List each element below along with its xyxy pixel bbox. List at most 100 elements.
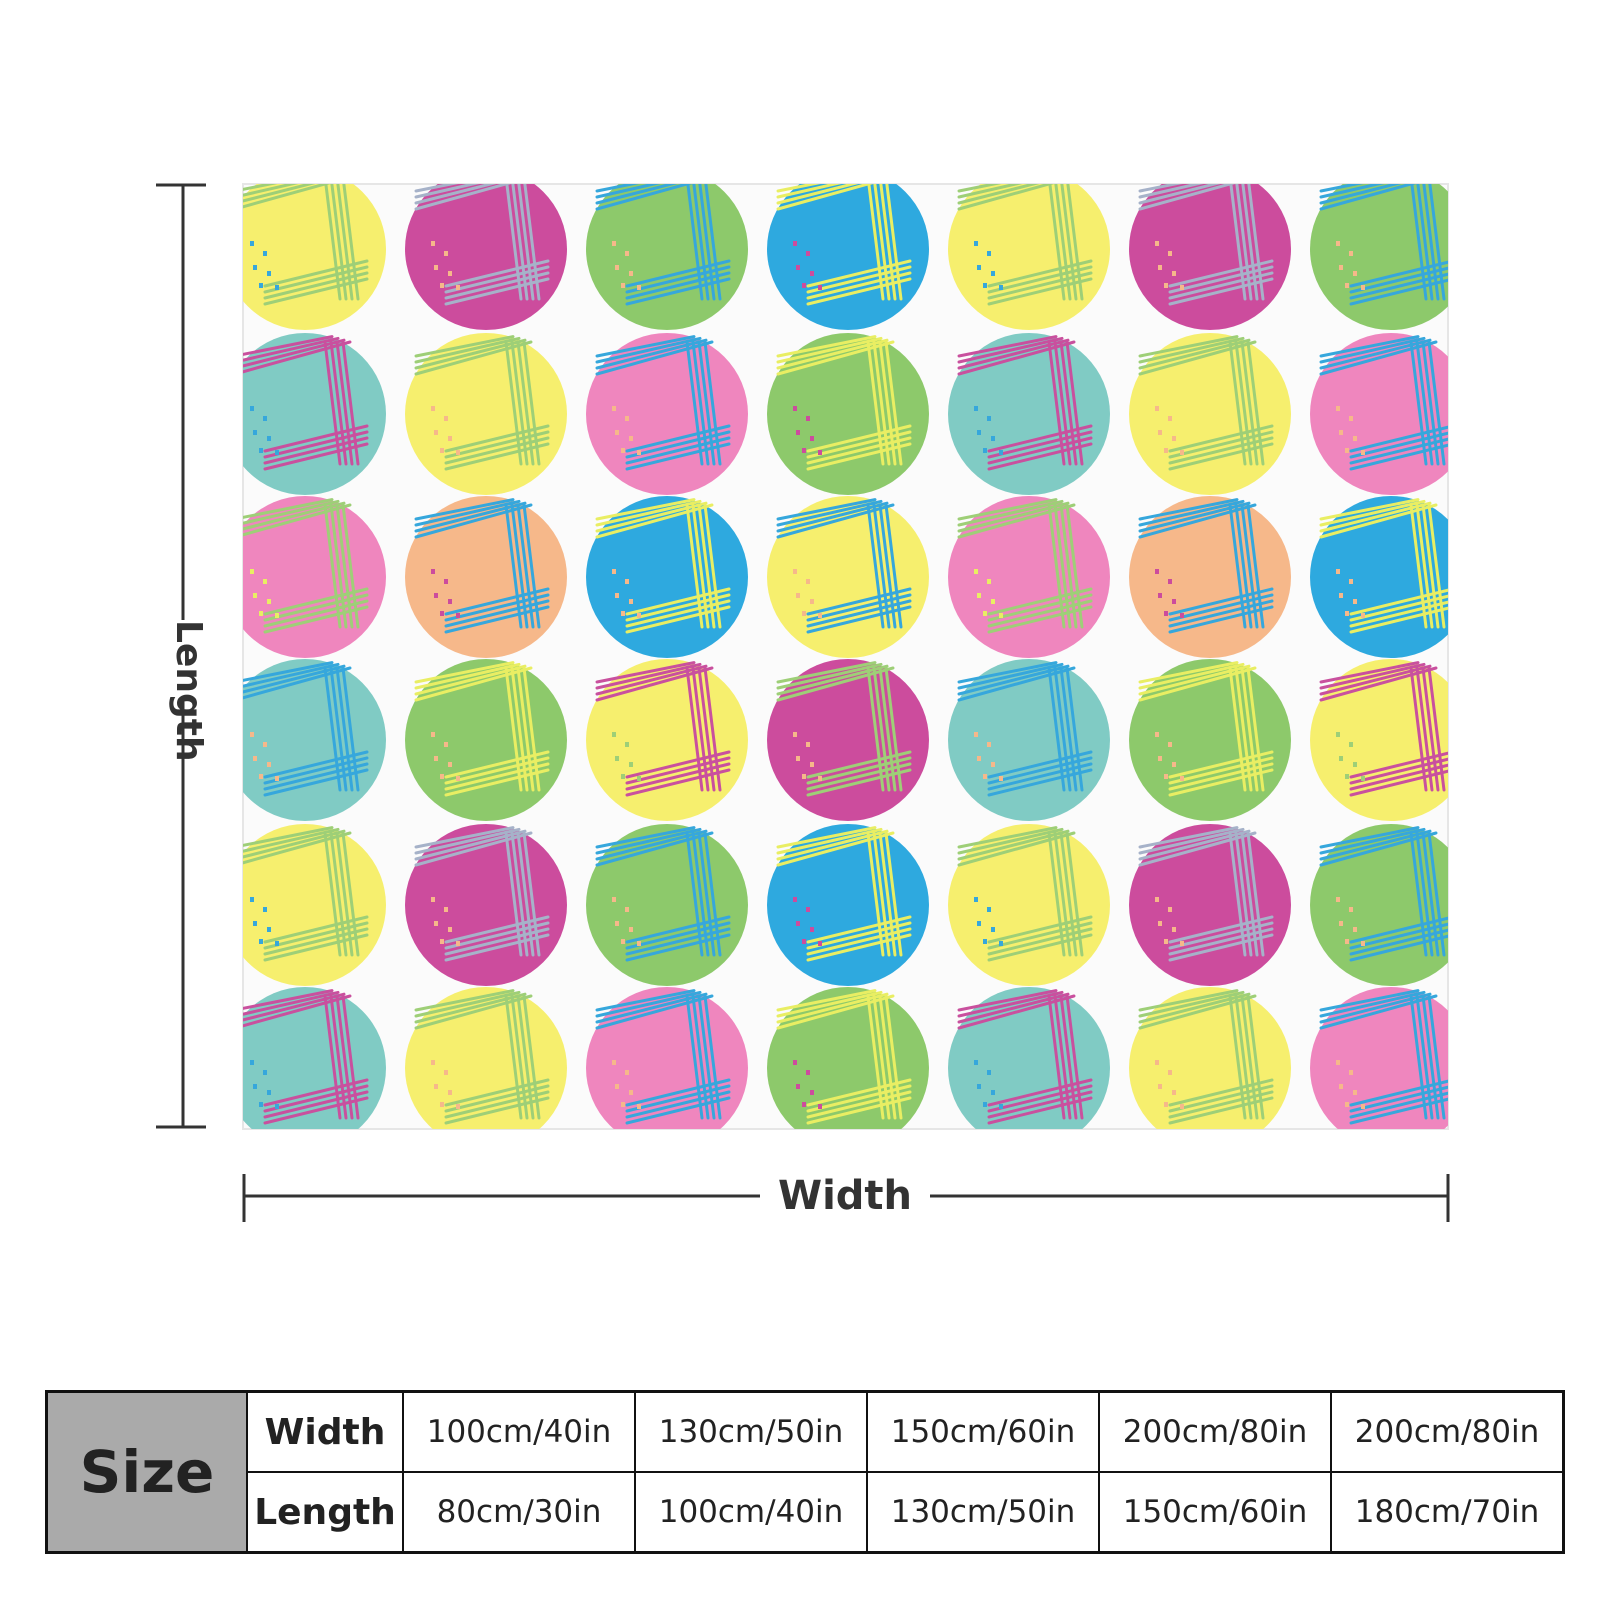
pattern-dot bbox=[767, 824, 929, 986]
confetti-mark bbox=[434, 756, 438, 761]
hatch-line bbox=[884, 666, 903, 792]
confetti-mark bbox=[1361, 776, 1365, 781]
hatch-line bbox=[1047, 994, 1066, 1120]
confetti-mark bbox=[796, 593, 800, 598]
hatch-line bbox=[1319, 184, 1402, 205]
hatch-line bbox=[595, 990, 702, 1018]
hatch-line bbox=[263, 756, 369, 785]
dot-circle bbox=[948, 333, 1110, 495]
confetti-mark bbox=[977, 756, 981, 761]
confetti-mark bbox=[974, 406, 978, 411]
confetti-mark bbox=[983, 1102, 987, 1107]
confetti-mark bbox=[818, 285, 822, 290]
confetti-mark bbox=[615, 1084, 619, 1089]
hatch-line bbox=[806, 1084, 912, 1113]
dot-crosshatch bbox=[243, 826, 369, 962]
hatch-line bbox=[1427, 666, 1446, 792]
dot-crosshatch bbox=[595, 826, 731, 962]
confetti-mark bbox=[629, 436, 633, 441]
hatch-line bbox=[1319, 184, 1385, 199]
hatch-line bbox=[522, 666, 541, 792]
confetti-mark bbox=[987, 742, 991, 747]
hatch-line bbox=[1059, 994, 1078, 1120]
width-value: 200cm/80in bbox=[1330, 1390, 1565, 1473]
dot-circle bbox=[767, 184, 929, 330]
hatch-line bbox=[1349, 594, 1448, 622]
dot-crosshatch bbox=[957, 335, 1093, 471]
hatch-line bbox=[504, 831, 523, 957]
hatch-line bbox=[243, 184, 316, 203]
hatch-line bbox=[776, 664, 889, 696]
confetti-mark bbox=[259, 939, 263, 944]
confetti-mark bbox=[615, 593, 619, 598]
dot-circle bbox=[586, 333, 748, 495]
confetti-mark bbox=[440, 774, 444, 779]
hatch-line bbox=[243, 992, 346, 1022]
confetti-mark bbox=[625, 742, 629, 747]
confetti-mark bbox=[250, 732, 254, 737]
hatch-line bbox=[987, 756, 1093, 785]
hatch-line bbox=[263, 430, 369, 459]
dot-circle bbox=[767, 824, 929, 986]
dot-circle bbox=[243, 496, 386, 658]
hatch-line bbox=[806, 587, 912, 616]
confetti-mark bbox=[267, 436, 271, 441]
dot-circle bbox=[1310, 496, 1448, 658]
confetti-mark bbox=[1155, 241, 1159, 246]
confetti-mark bbox=[991, 762, 995, 767]
confetti-mark bbox=[253, 1084, 257, 1089]
dot-crosshatch bbox=[595, 184, 731, 306]
hatch-line bbox=[1048, 184, 1066, 301]
hatch-line bbox=[1138, 827, 1245, 855]
confetti-mark bbox=[1339, 265, 1343, 270]
pattern-dot bbox=[948, 333, 1110, 495]
hatch-line bbox=[595, 662, 702, 690]
hatch-line bbox=[1047, 503, 1066, 629]
dot-circle bbox=[1310, 824, 1448, 986]
confetti-mark bbox=[612, 1060, 616, 1065]
confetti-mark bbox=[818, 613, 822, 618]
hatch-line bbox=[444, 430, 550, 459]
dot-circle bbox=[1129, 496, 1291, 658]
hatch-line bbox=[698, 184, 716, 301]
confetti-mark bbox=[806, 416, 810, 421]
hatch-line bbox=[243, 336, 340, 362]
hatch-line bbox=[1138, 184, 1221, 205]
hatch-line bbox=[263, 921, 369, 950]
hatch-line bbox=[957, 826, 1058, 849]
hatch-line bbox=[1240, 994, 1259, 1120]
confetti-mark bbox=[629, 599, 633, 604]
hatch-line bbox=[703, 340, 722, 466]
confetti-mark bbox=[456, 776, 460, 781]
confetti-mark bbox=[983, 939, 987, 944]
hatch-line bbox=[685, 666, 704, 792]
hatch-line bbox=[1349, 1085, 1448, 1113]
dot-circle bbox=[948, 987, 1110, 1129]
confetti-mark bbox=[1168, 742, 1172, 747]
pattern-dot bbox=[1310, 987, 1448, 1129]
hatch-line bbox=[806, 756, 912, 785]
hatch-line bbox=[414, 499, 521, 527]
confetti-mark bbox=[977, 593, 981, 598]
length-label: Length bbox=[168, 620, 209, 762]
dot-circle bbox=[1310, 184, 1448, 330]
hatch-line bbox=[957, 498, 1058, 521]
width-value: 130cm/50in bbox=[634, 1390, 868, 1473]
confetti-mark bbox=[1345, 448, 1349, 453]
hatch-line bbox=[1138, 990, 1245, 1018]
pattern-dot bbox=[948, 824, 1110, 986]
dot-circle bbox=[405, 184, 567, 330]
dot-crosshatch bbox=[595, 661, 731, 797]
hatch-line bbox=[1319, 338, 1432, 370]
hatch-line bbox=[1047, 666, 1066, 792]
hatch-line bbox=[341, 831, 360, 957]
hatch-line bbox=[685, 340, 704, 466]
confetti-mark bbox=[621, 774, 625, 779]
dot-crosshatch bbox=[414, 184, 550, 306]
hatch-line bbox=[341, 666, 360, 792]
hatch-line bbox=[595, 501, 708, 533]
confetti-mark bbox=[267, 599, 271, 604]
hatch-line bbox=[1319, 662, 1426, 690]
confetti-mark bbox=[1172, 436, 1176, 441]
